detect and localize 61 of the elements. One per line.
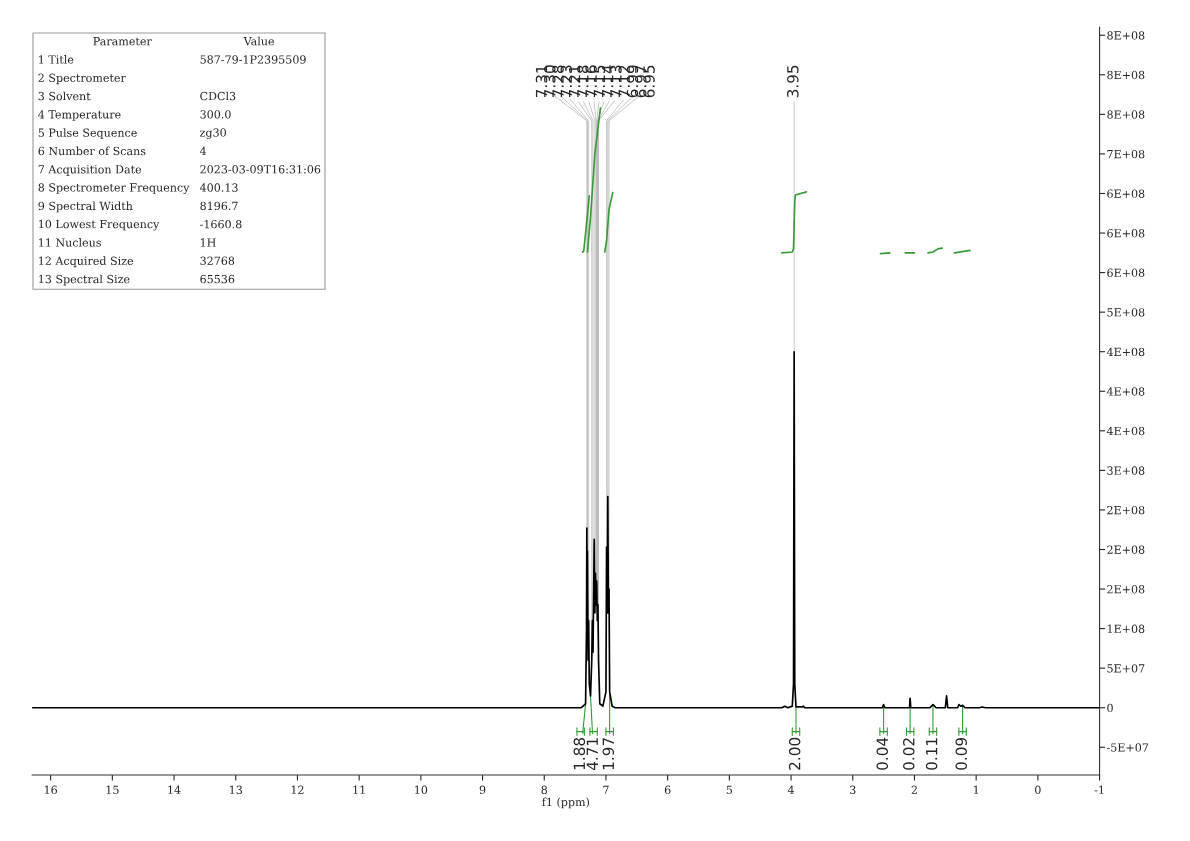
y-tick-label: 6E+08 [1107,189,1145,198]
y-tick-label: 4E+08 [1106,426,1145,436]
x-tick-label: 10 [415,785,428,794]
x-tick-label: 2 [911,785,917,794]
y-tick-label: 6E+08 [1107,268,1145,277]
x-tick-label: -1 [1094,785,1104,794]
text: 3 Solvent CDCl3 [38,91,236,101]
x-tick-label: 7 [603,785,609,794]
x-tick-label: 11 [353,785,365,794]
y-tick-label: 6E+08 [1107,229,1145,238]
text: 13 Spectral Size 65536 [39,274,235,286]
y-tick-label: -5E+07 [1106,743,1149,752]
text: 6 Number of Scans 4 [38,146,207,156]
text: 12 Acquired Size 32768 [39,256,235,268]
y-tick-label: 1E+08 [1107,624,1145,633]
annotation: 1.88 [573,737,586,770]
y-tick-label: 2E+08 [1107,545,1145,554]
x-tick-label: 12 [291,785,304,794]
annotation: 1.97 [602,738,615,770]
y-tick-label: 8E+08 [1107,110,1145,119]
text: 11 Nucleus 1H [39,238,216,247]
annotation: 2.00 [788,737,801,770]
text: 1 Title 587-79-1P2395509 [39,55,306,64]
x-tick-label: 8 [541,785,548,794]
x-tick-label: 13 [230,785,242,794]
annotation: 8 Spectrometer Frequency 400.13 [38,183,238,194]
y-tick-label: 4E+08 [1106,347,1145,357]
y-tick-label: 0 [1107,703,1113,713]
x-tick-label: 0 [1035,785,1041,794]
text: Parameter Value [93,36,275,46]
text: 7 Acquisition Date 2023-03-09T16:31:06 [38,165,321,176]
y-tick-label: 8E+08 [1107,70,1145,80]
annotation: 3.95 [787,65,799,98]
annotation: 2 Spectrometer [38,73,126,85]
x-tick-label: 9 [479,785,486,794]
x-tick-label: 14 [168,785,181,794]
x-axis-title: f1 (ppm) [542,797,590,809]
x-tick-label: 16 [44,785,58,794]
y-tick-label: 3E+08 [1107,466,1145,475]
x-tick-label: 1 [973,785,979,794]
text: 10 Lowest Frequency -1660.8 [39,219,242,231]
text: 4 Temperature 300.0 [38,110,231,121]
annotation: 0.09 [955,737,968,770]
y-tick-label: 8E+08 [1107,31,1145,40]
y-tick-label: 5E+08 [1107,308,1145,317]
x-tick-label: 4 [787,785,795,794]
x-tick-label: 15 [106,785,119,794]
annotation: 0.02 [903,738,915,770]
x-tick-label: 6 [664,785,671,794]
y-tick-label: 2E+08 [1107,505,1145,515]
text: 5 Pulse Sequence zg30 [38,128,226,140]
y-tick-label: 5E+07 [1107,664,1145,673]
annotation: 0.04 [876,737,889,770]
y-tick-label: 7E+08 [1107,149,1145,159]
y-tick-label: 2E+08 [1107,585,1145,594]
annotation: 4.71 [586,738,598,771]
x-tick-label: 5 [726,785,733,794]
y-tick-label: 4E+08 [1106,387,1145,396]
annotation: 0.11 [925,738,938,770]
text: 9 Spectral Width 8196.7 [38,201,238,213]
x-tick-label: 3 [850,785,856,794]
